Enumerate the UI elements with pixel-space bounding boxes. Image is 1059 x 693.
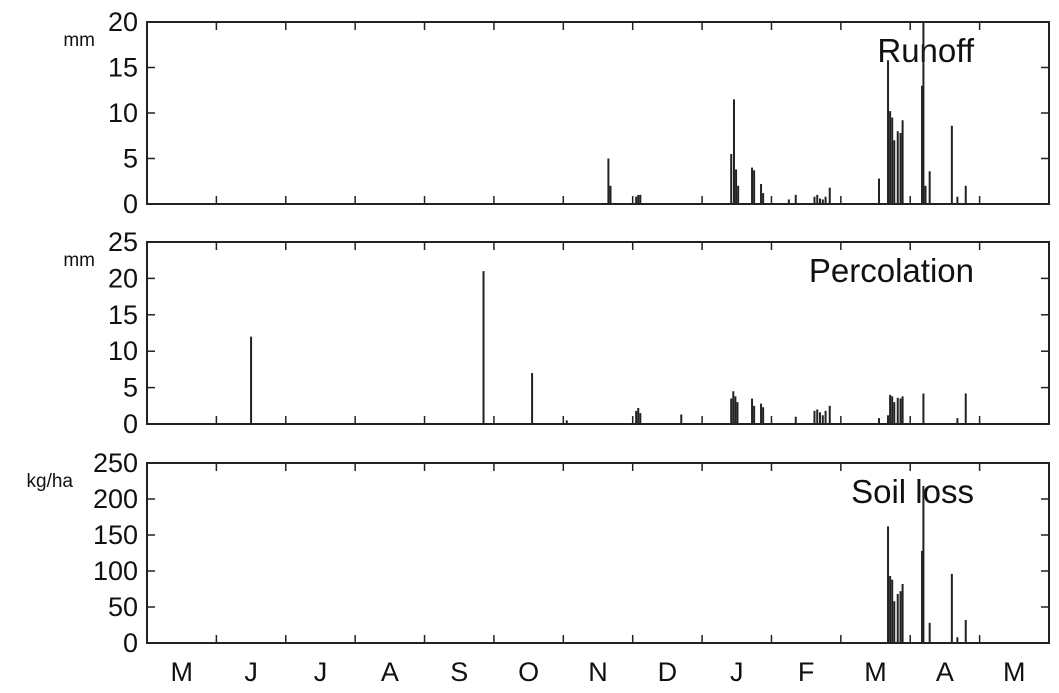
y-tick-label-percolation: 10 bbox=[108, 336, 138, 366]
y-tick-label-soil-loss: 0 bbox=[123, 628, 138, 658]
y-tick-label-percolation: 15 bbox=[108, 300, 138, 330]
y-tick-label-percolation: 0 bbox=[123, 409, 138, 439]
y-tick-label-percolation: 5 bbox=[123, 373, 138, 403]
x-tick-label-month: J bbox=[730, 657, 744, 687]
x-tick-label-month: M bbox=[864, 657, 887, 687]
y-tick-label-soil-loss: 250 bbox=[93, 448, 138, 478]
y-tick-label-runoff: 10 bbox=[108, 98, 138, 128]
panel-title-soil-loss: Soil loss bbox=[851, 473, 974, 510]
x-tick-label-month: M bbox=[1003, 657, 1026, 687]
unit-label-soil-loss: kg/ha bbox=[27, 471, 74, 492]
x-tick-label-month: A bbox=[936, 657, 954, 687]
unit-label-percolation: mm bbox=[63, 250, 95, 271]
y-tick-label-runoff: 15 bbox=[108, 53, 138, 83]
y-tick-label-soil-loss: 150 bbox=[93, 520, 138, 550]
y-tick-label-soil-loss: 200 bbox=[93, 484, 138, 514]
x-tick-label-month: A bbox=[381, 657, 399, 687]
x-tick-label-month: J bbox=[244, 657, 258, 687]
x-tick-label-month: F bbox=[798, 657, 815, 687]
x-tick-label-month: N bbox=[588, 657, 608, 687]
y-tick-label-runoff: 20 bbox=[108, 7, 138, 37]
panel-title-percolation: Percolation bbox=[809, 252, 974, 289]
y-tick-label-soil-loss: 100 bbox=[93, 556, 138, 586]
panel-title-runoff: Runoff bbox=[877, 32, 974, 69]
y-tick-label-percolation: 25 bbox=[108, 227, 138, 257]
x-tick-label-month: O bbox=[518, 657, 539, 687]
x-tick-label-month: D bbox=[658, 657, 678, 687]
y-tick-label-runoff: 0 bbox=[123, 189, 138, 219]
y-tick-label-percolation: 20 bbox=[108, 263, 138, 293]
panel-frame-soil-loss bbox=[146, 462, 1050, 644]
unit-label-runoff: mm bbox=[63, 30, 95, 51]
x-tick-label-month: S bbox=[450, 657, 468, 687]
x-tick-label-month: J bbox=[314, 657, 328, 687]
x-tick-label-month: M bbox=[170, 657, 193, 687]
panel-frame-percolation bbox=[146, 241, 1050, 425]
y-tick-label-soil-loss: 50 bbox=[108, 592, 138, 622]
y-tick-label-runoff: 5 bbox=[123, 144, 138, 174]
